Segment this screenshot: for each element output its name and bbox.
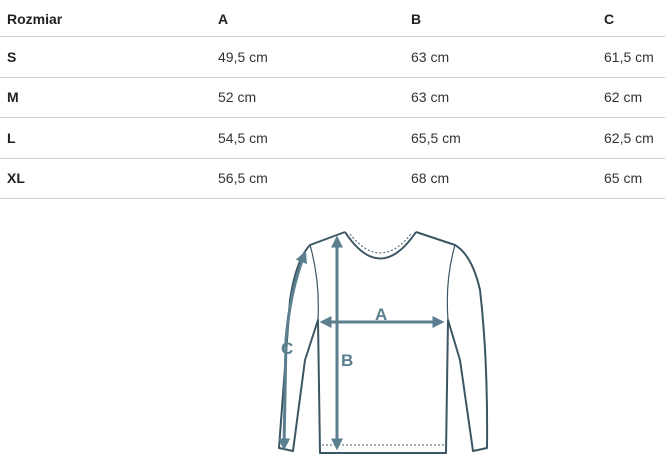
sweater-outline <box>278 231 489 454</box>
cell-c: 61,5 cm <box>597 36 665 78</box>
header-size: Rozmiar <box>0 0 211 37</box>
cell-c: 65 cm <box>597 158 665 199</box>
header-a: A <box>211 0 404 37</box>
table-row: M 52 cm 63 cm 62 cm <box>0 77 665 118</box>
cell-c: 62,5 cm <box>597 117 665 159</box>
cell-size: M <box>0 77 211 118</box>
table-row: XL 56,5 cm 68 cm 65 cm <box>0 158 665 199</box>
cell-a: 56,5 cm <box>211 158 404 199</box>
cell-b: 68 cm <box>404 158 597 199</box>
label-a: A <box>375 305 387 324</box>
measurement-arrows <box>278 235 445 451</box>
table-header-row: Rozmiar A B C <box>0 0 665 37</box>
table-row: L 54,5 cm 65,5 cm 62,5 cm <box>0 117 665 159</box>
cell-a: 49,5 cm <box>211 36 404 78</box>
cell-b: 65,5 cm <box>404 117 597 159</box>
header-c: C <box>597 0 665 37</box>
cell-size: L <box>0 117 211 159</box>
cell-size: XL <box>0 158 211 199</box>
cell-a: 54,5 cm <box>211 117 404 159</box>
size-table: Rozmiar A B C S 49,5 cm 63 cm 61,5 cm M … <box>0 0 665 199</box>
cell-c: 62 cm <box>597 77 665 118</box>
cell-b: 63 cm <box>404 77 597 118</box>
label-b: B <box>341 351 353 370</box>
arrow-c <box>278 250 307 451</box>
cell-a: 52 cm <box>211 77 404 118</box>
cell-b: 63 cm <box>404 36 597 78</box>
header-b: B <box>404 0 597 37</box>
table-row: S 49,5 cm 63 cm 61,5 cm <box>0 36 665 78</box>
label-c: C <box>281 339 293 358</box>
cell-size: S <box>0 36 211 78</box>
